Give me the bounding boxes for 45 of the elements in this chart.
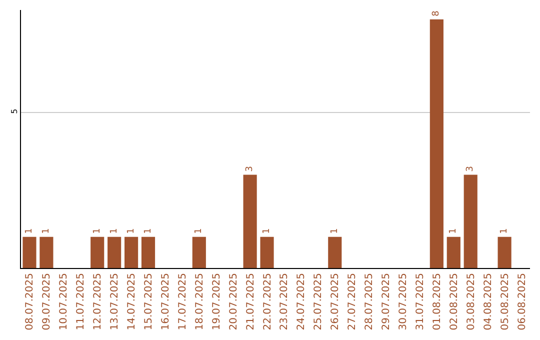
data-label: 1	[500, 228, 510, 234]
data-label: 1	[109, 228, 120, 234]
data-label: 1	[24, 228, 34, 234]
x-tick-label: 11.07.2025	[76, 273, 87, 330]
x-tick-label: 12.07.2025	[92, 273, 104, 330]
x-tick-label: 05.08.2025	[500, 273, 511, 330]
data-label: 1	[92, 228, 102, 234]
x-tick-label: 27.07.2025	[347, 273, 358, 330]
x-tick-label: 13.07.2025	[110, 273, 121, 330]
x-tick-label: 19.07.2025	[211, 273, 222, 330]
x-tick-label: 26.07.2025	[330, 273, 342, 330]
x-tick-label: 04.08.2025	[482, 273, 494, 330]
data-label: 1	[41, 228, 52, 234]
data-label: 1	[448, 228, 459, 234]
x-tick-label: 14.07.2025	[126, 273, 138, 330]
x-tick-label: 09.07.2025	[42, 273, 53, 330]
x-tick-label: 20.07.2025	[228, 273, 240, 330]
x-tick-label: 02.08.2025	[448, 273, 460, 330]
x-tick-label: 25.07.2025	[313, 273, 324, 330]
x-tick-label: 01.08.2025	[432, 273, 443, 330]
x-tick-label: 21.07.2025	[245, 273, 256, 330]
x-tick-label: 15.07.2025	[144, 273, 154, 330]
x-tick-label: 30.07.2025	[398, 273, 409, 330]
data-label: 1	[143, 228, 154, 234]
x-tick-label: 28.07.2025	[364, 273, 376, 330]
data-label: 1	[262, 228, 272, 234]
x-tick-label: 03.08.2025	[466, 273, 477, 330]
x-tick-label: 31.07.2025	[414, 273, 426, 330]
x-tick-label: 10.07.2025	[58, 273, 70, 330]
x-tick-label: 29.07.2025	[381, 273, 392, 330]
x-tick-label: 06.08.2025	[516, 273, 528, 330]
x-tick-label: 17.07.2025	[177, 273, 188, 330]
x-tick-label: 22.07.2025	[262, 273, 274, 330]
data-label: 1	[330, 228, 340, 234]
data-label: 3	[245, 166, 256, 172]
y-tick-label: 5	[10, 108, 19, 114]
x-tick-label: 08.07.2025	[24, 273, 36, 330]
data-label: 3	[466, 166, 476, 172]
data-label: 1	[194, 228, 204, 234]
data-label: 1	[126, 228, 136, 234]
x-tick-label: 18.07.2025	[194, 273, 206, 330]
data-label: 8	[432, 10, 442, 16]
x-tick-label: 23.07.2025	[279, 273, 290, 330]
x-tick-label: 24.07.2025	[296, 273, 308, 330]
x-tick-label: 16.07.2025	[160, 273, 172, 330]
